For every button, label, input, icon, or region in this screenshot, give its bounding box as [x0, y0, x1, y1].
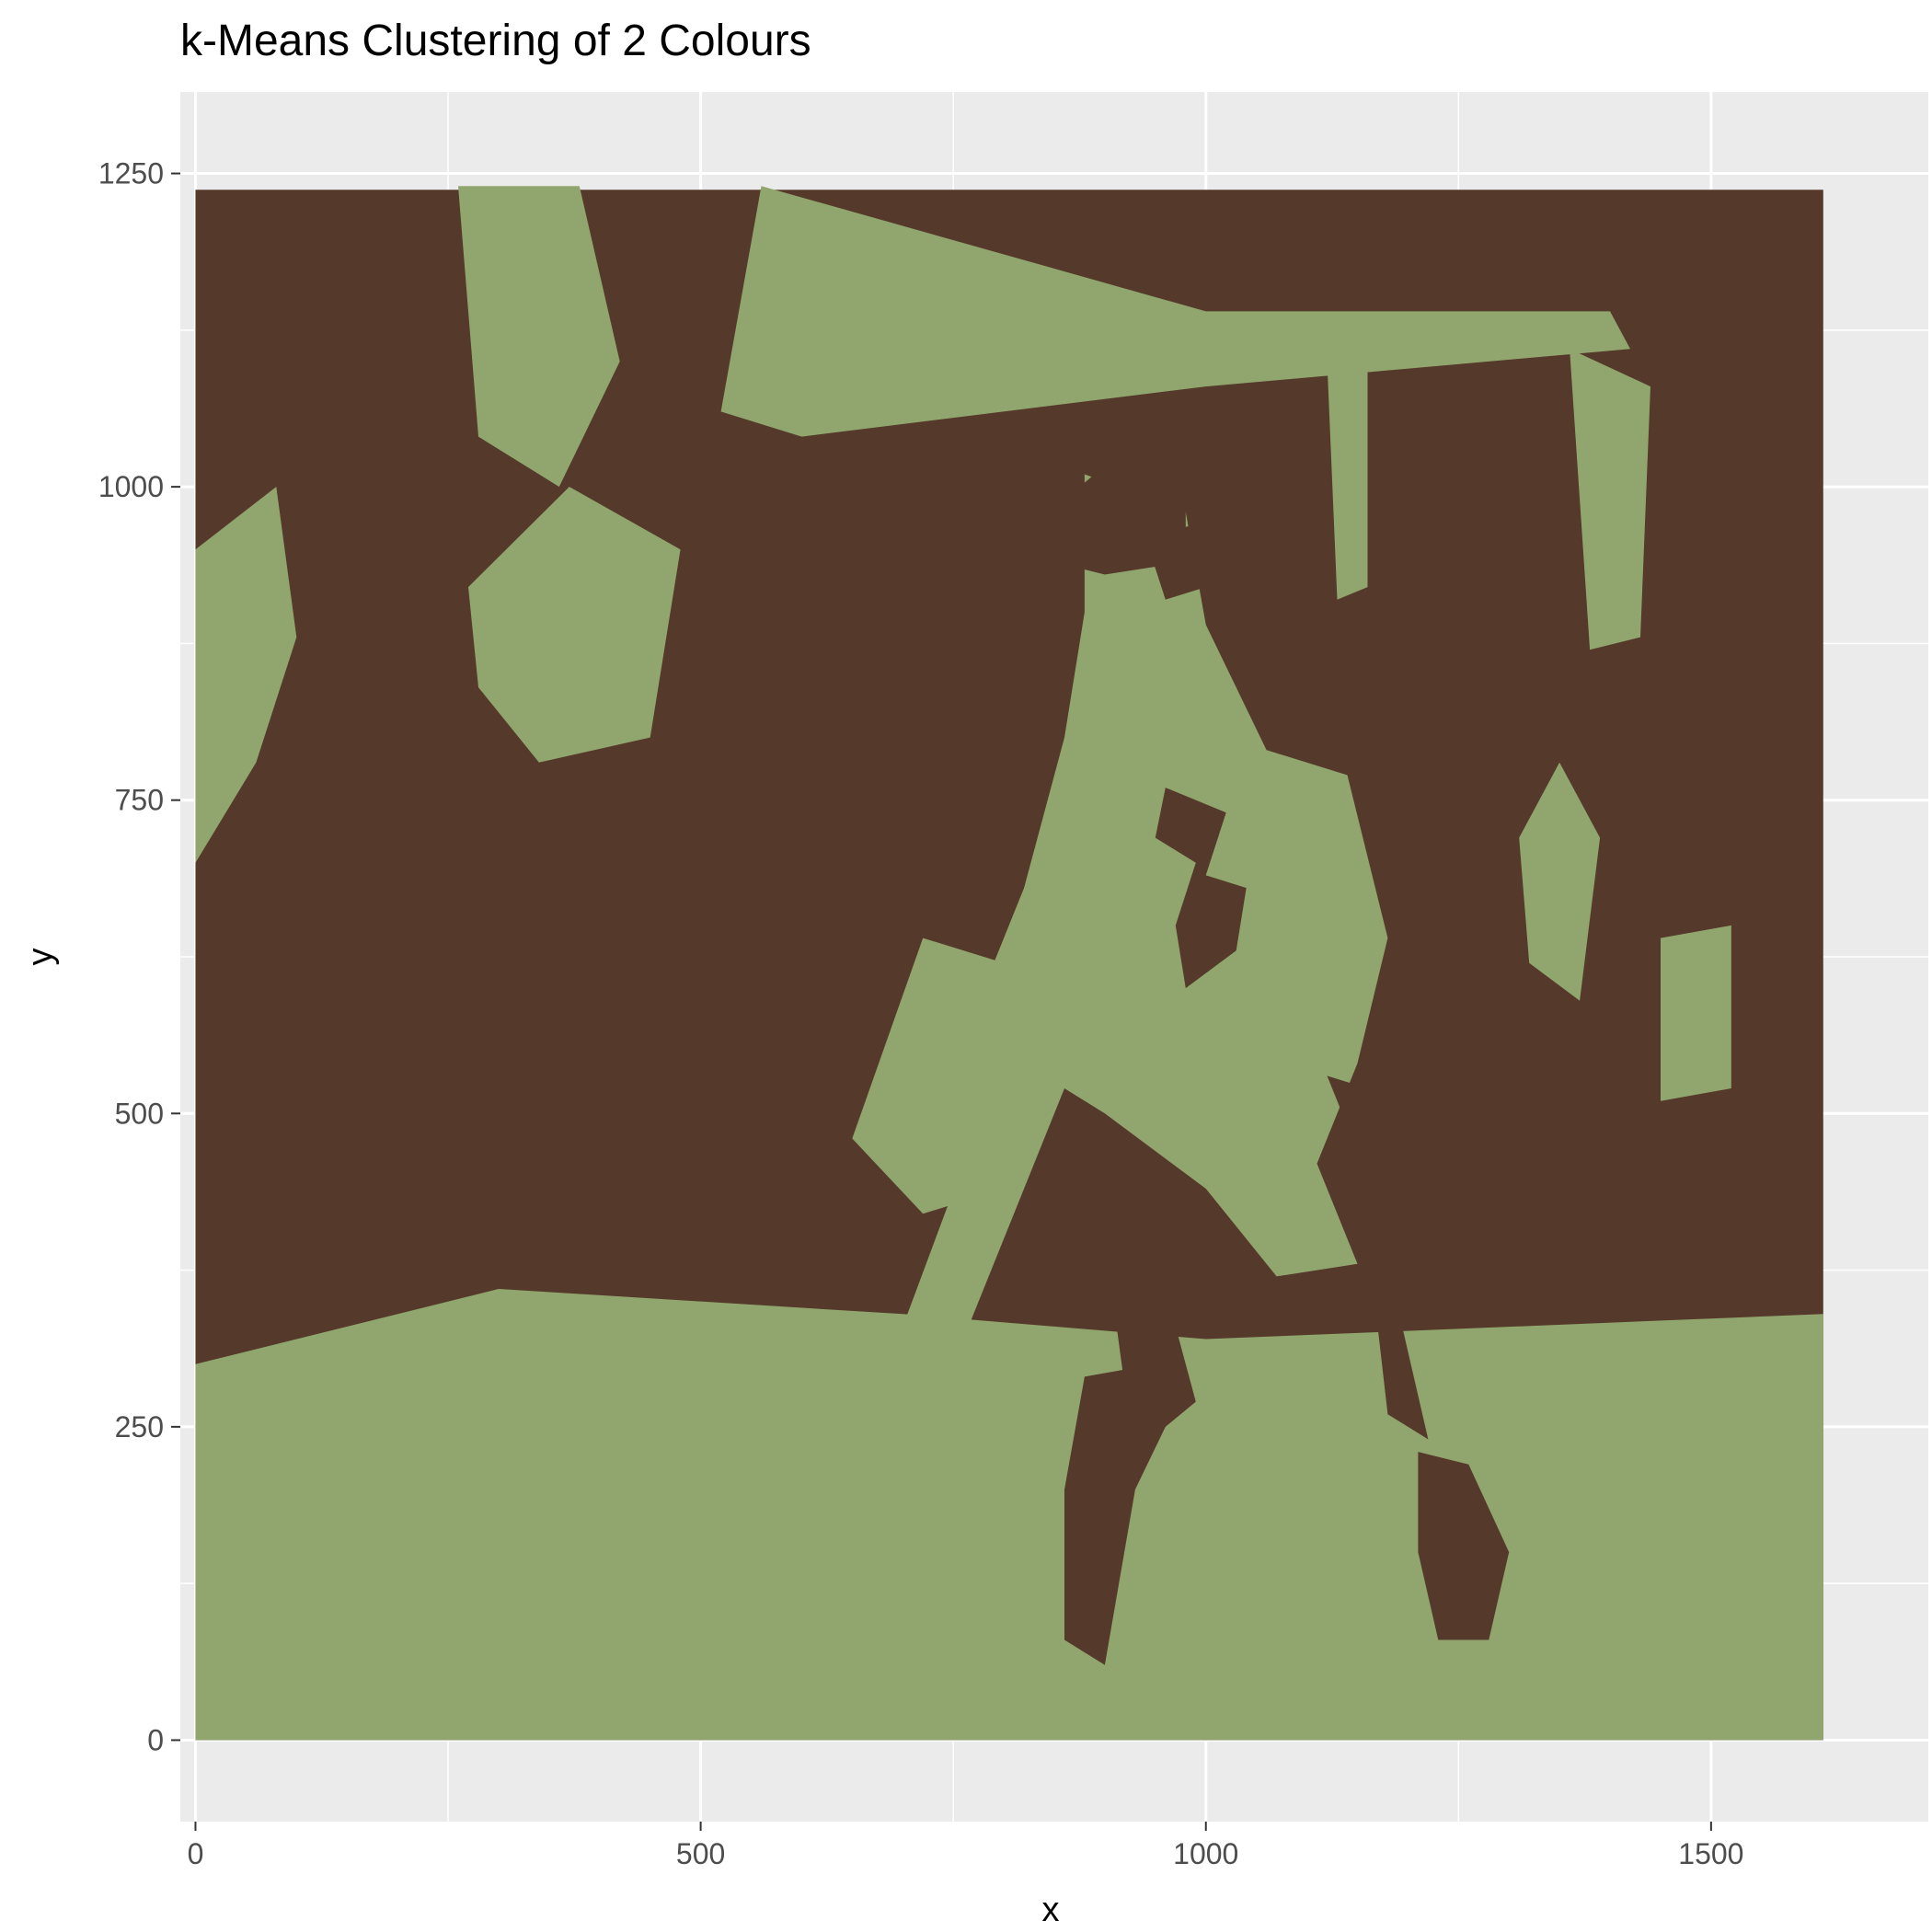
cluster-light-region-7 — [1570, 349, 1650, 650]
chart-title: k-Means Clustering of 2 Colours — [180, 17, 811, 65]
cluster-dark-region-18 — [1034, 474, 1186, 575]
cluster-light-region-6 — [1327, 349, 1368, 600]
x-axis-title: x — [1042, 1891, 1060, 1929]
x-tick-label: 500 — [676, 1837, 725, 1870]
y-tick-label: 750 — [115, 784, 164, 817]
cluster-light-region-0 — [195, 1289, 1823, 1741]
cluster-dark-region-15 — [1104, 1238, 1196, 1427]
x-axis: 0 500 1000 1500 — [188, 1822, 1743, 1870]
y-tick-label: 1250 — [98, 157, 164, 190]
y-axis-title: y — [21, 949, 60, 966]
cluster-light-region-5 — [720, 186, 1630, 437]
cluster-dark-region-12 — [1064, 1363, 1166, 1665]
cluster-image — [195, 186, 1823, 1741]
cluster-light-region-10 — [852, 937, 1064, 1214]
y-axis: 0 250 500 750 1000 1250 — [98, 157, 180, 1756]
cluster-dark-region-16 — [1155, 788, 1247, 989]
x-tick-label: 0 — [188, 1837, 204, 1870]
cluster-light-region-4 — [458, 186, 620, 488]
cluster-light-region-1 — [1661, 925, 1731, 1101]
x-tick-label: 1000 — [1173, 1837, 1238, 1870]
x-tick-label: 1500 — [1678, 1837, 1743, 1870]
y-tick-label: 500 — [115, 1097, 164, 1130]
cluster-light-region-3 — [195, 487, 297, 863]
cluster-light-region-8 — [468, 487, 681, 763]
y-tick-label: 0 — [147, 1723, 164, 1756]
cluster-dark-region-14 — [1327, 1075, 1429, 1440]
y-tick-label: 1000 — [98, 470, 164, 503]
y-tick-label: 250 — [115, 1410, 164, 1443]
cluster-light-region-2 — [1519, 762, 1601, 1001]
cluster-dark-region-13 — [1418, 1452, 1510, 1640]
